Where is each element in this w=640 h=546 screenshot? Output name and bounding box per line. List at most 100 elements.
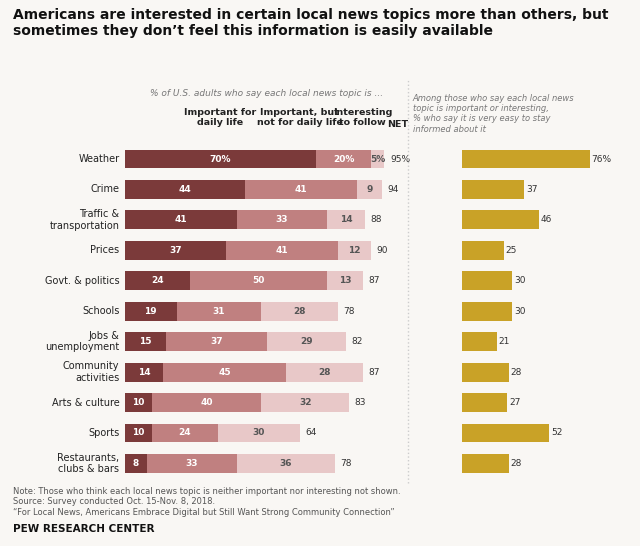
Bar — [152, 424, 218, 442]
Text: 95%: 95% — [390, 155, 410, 163]
Bar — [461, 393, 508, 412]
Bar — [461, 150, 590, 169]
Text: 36: 36 — [280, 459, 292, 468]
Bar — [125, 180, 245, 199]
Text: Community
activities: Community activities — [63, 361, 119, 383]
Text: 78: 78 — [340, 459, 352, 468]
Bar — [190, 271, 327, 290]
Text: 41: 41 — [295, 185, 307, 194]
Text: 37: 37 — [526, 185, 538, 194]
Text: 70%: 70% — [210, 155, 231, 163]
Text: 41: 41 — [175, 216, 187, 224]
Text: 76%: 76% — [591, 155, 612, 163]
Text: 8: 8 — [132, 459, 139, 468]
Bar — [357, 180, 381, 199]
Text: 27: 27 — [509, 398, 520, 407]
Text: 21: 21 — [499, 337, 510, 346]
Text: Schools: Schools — [82, 306, 119, 316]
Text: Restaurants,
clubs & bars: Restaurants, clubs & bars — [57, 453, 119, 474]
Text: 28: 28 — [511, 367, 522, 377]
Bar — [371, 150, 385, 169]
Bar — [461, 424, 549, 442]
Text: 10: 10 — [132, 398, 145, 407]
Text: 28: 28 — [294, 307, 306, 316]
Text: 41: 41 — [276, 246, 288, 255]
Bar — [125, 150, 316, 169]
Bar — [461, 302, 513, 321]
Text: 44: 44 — [179, 185, 191, 194]
Bar — [461, 332, 497, 351]
Text: 24: 24 — [179, 429, 191, 437]
Text: Prices: Prices — [90, 245, 119, 256]
Text: 87: 87 — [368, 276, 380, 285]
Bar — [152, 393, 262, 412]
Text: % of U.S. adults who say each local news topic is ...: % of U.S. adults who say each local news… — [150, 89, 383, 98]
Text: Interesting
to follow: Interesting to follow — [333, 108, 392, 127]
Bar — [237, 210, 327, 229]
Bar — [125, 332, 166, 351]
Text: 37: 37 — [210, 337, 223, 346]
Bar — [125, 302, 177, 321]
Bar — [147, 454, 237, 473]
Bar — [461, 210, 540, 229]
Text: 30: 30 — [514, 276, 525, 285]
Text: 33: 33 — [186, 459, 198, 468]
Bar — [245, 180, 357, 199]
Text: 87: 87 — [368, 367, 380, 377]
Text: 5%: 5% — [370, 155, 385, 163]
Text: 33: 33 — [276, 216, 288, 224]
Text: 20%: 20% — [333, 155, 354, 163]
Bar — [461, 363, 509, 382]
Bar — [125, 241, 226, 260]
Bar — [262, 302, 338, 321]
Bar — [163, 363, 286, 382]
Text: Important for
daily life: Important for daily life — [184, 108, 257, 127]
Bar — [461, 180, 524, 199]
Text: 30: 30 — [253, 429, 265, 437]
Text: 88: 88 — [371, 216, 382, 224]
Text: 52: 52 — [551, 429, 563, 437]
Text: 28: 28 — [318, 367, 331, 377]
Text: 10: 10 — [132, 429, 145, 437]
Bar — [267, 332, 346, 351]
Text: 37: 37 — [169, 246, 182, 255]
Text: Sports: Sports — [88, 428, 119, 438]
Bar — [237, 454, 335, 473]
Text: 25: 25 — [506, 246, 517, 255]
Bar — [226, 241, 338, 260]
Bar — [327, 210, 365, 229]
Text: Traffic &
transportation: Traffic & transportation — [49, 209, 119, 231]
Bar — [125, 210, 237, 229]
Text: Jobs &
unemployment: Jobs & unemployment — [45, 331, 119, 353]
Bar — [262, 393, 349, 412]
Text: 83: 83 — [355, 398, 366, 407]
Text: 19: 19 — [145, 307, 157, 316]
Bar — [177, 302, 262, 321]
Text: 40: 40 — [200, 398, 213, 407]
Text: 14: 14 — [138, 367, 150, 377]
Bar — [461, 454, 509, 473]
Text: NET: NET — [388, 120, 409, 128]
Text: 82: 82 — [351, 337, 363, 346]
Text: 78: 78 — [344, 307, 355, 316]
Bar — [316, 150, 371, 169]
Text: 45: 45 — [218, 367, 231, 377]
Bar — [125, 393, 152, 412]
Text: 24: 24 — [151, 276, 164, 285]
Text: 15: 15 — [139, 337, 152, 346]
Bar — [166, 332, 267, 351]
Text: 46: 46 — [541, 216, 552, 224]
Text: 14: 14 — [340, 216, 353, 224]
Bar — [218, 424, 300, 442]
Text: Americans are interested in certain local news topics more than others, but
some: Americans are interested in certain loca… — [13, 8, 608, 38]
Text: Weather: Weather — [78, 154, 119, 164]
Text: 30: 30 — [514, 307, 525, 316]
Text: Arts & culture: Arts & culture — [52, 397, 119, 407]
Bar — [125, 271, 190, 290]
Text: 28: 28 — [511, 459, 522, 468]
Text: 29: 29 — [300, 337, 313, 346]
Text: PEW RESEARCH CENTER: PEW RESEARCH CENTER — [13, 524, 154, 534]
Text: Important, but
not for daily life: Important, but not for daily life — [257, 108, 342, 127]
Text: 31: 31 — [213, 307, 225, 316]
Text: Govt. & politics: Govt. & politics — [45, 276, 119, 286]
